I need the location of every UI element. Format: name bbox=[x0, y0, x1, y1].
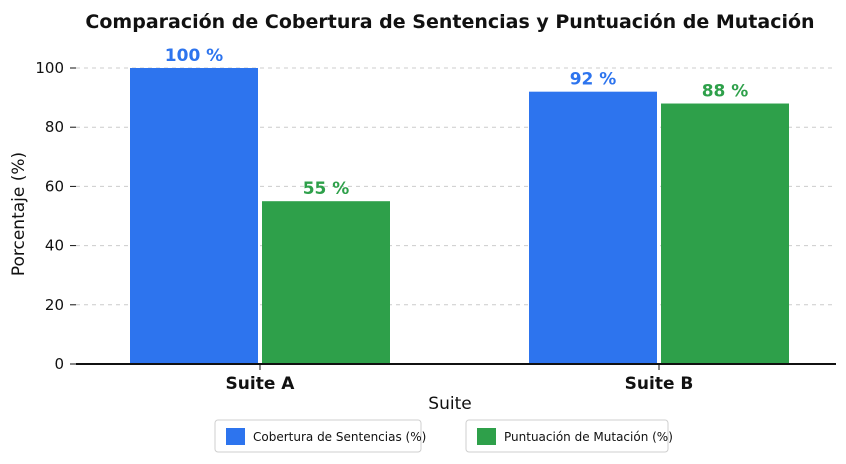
y-tick-label-3: 60 bbox=[45, 177, 64, 195]
legend-item-box bbox=[214, 419, 422, 453]
bars bbox=[130, 68, 789, 365]
y-tick-label-0: 0 bbox=[54, 355, 64, 373]
bar-suite-a-series-1 bbox=[130, 68, 258, 364]
x-axis-ticks: Suite A Suite B bbox=[226, 364, 694, 394]
legend-item-1: Cobertura de Sentencias (%) bbox=[214, 419, 426, 453]
bar-suite-b-series-2 bbox=[661, 103, 789, 365]
y-axis-label: Porcentaje (%) bbox=[9, 152, 29, 276]
x-tick-label-0: Suite A bbox=[226, 374, 296, 394]
legend: Cobertura de Sentencias (%) Puntuación de… bbox=[214, 419, 673, 453]
legend-label: Puntuación de Mutación (%) bbox=[504, 430, 673, 444]
value-labels: 100 % 55 % 92 % 88 % bbox=[165, 46, 749, 199]
chart-title: Comparación de Cobertura de Sentencias y… bbox=[85, 11, 814, 33]
legend-item-2: Puntuación de Mutación (%) bbox=[465, 419, 673, 453]
y-tick-label-4: 80 bbox=[45, 118, 64, 136]
legend-label: Cobertura de Sentencias (%) bbox=[253, 430, 426, 444]
bar-suite-b-series-1 bbox=[529, 91, 657, 365]
x-axis-label: Suite bbox=[428, 394, 471, 414]
value-label-suite-a-series-1: 100 % bbox=[165, 46, 223, 66]
value-label-suite-a-series-2: 55 % bbox=[303, 179, 350, 199]
legend-swatch bbox=[477, 428, 496, 445]
y-tick-label-1: 20 bbox=[45, 296, 64, 314]
x-tick-label-1: Suite B bbox=[625, 374, 694, 394]
legend-item-box bbox=[465, 419, 669, 453]
legend-swatch bbox=[226, 428, 245, 445]
y-tick-label-2: 40 bbox=[45, 237, 64, 255]
y-axis-ticks: 0 20 40 60 80 100 bbox=[35, 59, 76, 373]
y-tick-label-5: 100 bbox=[35, 59, 64, 77]
value-label-suite-b-series-2: 88 % bbox=[702, 82, 749, 102]
value-label-suite-b-series-1: 92 % bbox=[570, 70, 617, 90]
bar-suite-a-series-2 bbox=[262, 201, 390, 364]
